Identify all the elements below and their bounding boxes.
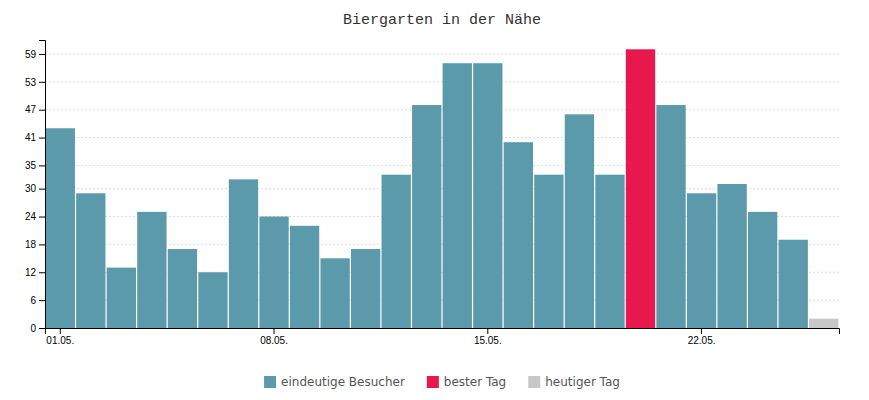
y-tick-mark bbox=[39, 328, 45, 329]
bar bbox=[168, 249, 197, 328]
bar bbox=[229, 179, 258, 328]
legend-swatch bbox=[427, 376, 439, 388]
bar bbox=[717, 184, 746, 328]
y-tick: 41 bbox=[25, 132, 45, 143]
legend-item: bester Tag bbox=[427, 375, 506, 389]
grid-line bbox=[45, 53, 839, 54]
y-tick: 24 bbox=[25, 211, 45, 222]
y-tick-mark bbox=[39, 165, 45, 166]
y-tick-mark bbox=[39, 217, 45, 218]
y-tick-mark bbox=[39, 110, 45, 111]
grid-line bbox=[45, 109, 839, 110]
bar bbox=[290, 226, 319, 328]
bar bbox=[412, 105, 441, 328]
legend-item: eindeutige Besucher bbox=[264, 375, 405, 389]
bar bbox=[534, 175, 563, 328]
y-tick: 12 bbox=[25, 267, 45, 278]
bar bbox=[626, 49, 655, 328]
y-axis: 0 6 12 18 24 30 35 41 47 53 59 bbox=[25, 41, 46, 334]
legend-item: heutiger Tag bbox=[528, 375, 620, 389]
legend-swatch bbox=[528, 376, 540, 388]
bar bbox=[259, 217, 288, 328]
y-tick: 59 bbox=[25, 49, 45, 60]
grid-line bbox=[45, 137, 839, 138]
y-tick: 30 bbox=[25, 183, 45, 194]
y-tick-label: 35 bbox=[25, 160, 37, 171]
y-tick-mark bbox=[39, 82, 45, 83]
grid bbox=[45, 54, 839, 328]
bar bbox=[76, 193, 105, 328]
y-tick-mark bbox=[39, 138, 45, 139]
x-tick-label: 01.05. bbox=[46, 335, 74, 346]
y-tick: 35 bbox=[25, 160, 45, 171]
bar bbox=[473, 63, 502, 328]
bar bbox=[748, 212, 777, 328]
y-tick-label: 6 bbox=[30, 295, 36, 306]
grid-line bbox=[45, 81, 839, 82]
bar bbox=[656, 105, 685, 328]
y-tick-label: 18 bbox=[25, 239, 37, 250]
x-axis-line bbox=[46, 329, 840, 335]
y-tick-label: 59 bbox=[25, 49, 37, 60]
x-tick-label: 08.05. bbox=[260, 335, 288, 346]
bar bbox=[779, 240, 808, 328]
y-tick-label: 12 bbox=[25, 267, 37, 278]
x-axis: 01.05. 08.05. 15.05. 22.05. bbox=[46, 328, 840, 346]
legend-swatch bbox=[264, 376, 276, 388]
y-tick: 6 bbox=[30, 295, 45, 306]
y-tick-mark bbox=[39, 300, 45, 301]
x-tick: 15.05. bbox=[474, 328, 502, 346]
bar bbox=[137, 212, 166, 328]
y-tick: 0 bbox=[30, 323, 45, 334]
bar bbox=[107, 268, 136, 328]
legend-label: eindeutige Besucher bbox=[281, 375, 405, 389]
y-tick-label: 41 bbox=[25, 132, 37, 143]
bar bbox=[443, 63, 472, 328]
legend: eindeutige Besucher bester Tag heutiger Ta… bbox=[264, 375, 620, 389]
y-tick-mark bbox=[39, 272, 45, 273]
x-tick: 22.05. bbox=[688, 328, 716, 346]
legend-label: heutiger Tag bbox=[545, 375, 620, 389]
legend-label: bester Tag bbox=[444, 375, 506, 389]
x-tick-mark bbox=[60, 328, 61, 334]
y-tick: 47 bbox=[25, 104, 45, 115]
x-tick-label: 15.05. bbox=[474, 335, 502, 346]
x-tick-mark bbox=[487, 328, 488, 334]
bar bbox=[198, 272, 227, 328]
plot-area: 01.05. 08.05. 15.05. 22.05. 0 6 12 18 24 30 35 41 47… bbox=[25, 41, 840, 347]
y-tick-label: 53 bbox=[25, 77, 37, 88]
y-axis-line bbox=[39, 41, 46, 329]
y-tick-label: 24 bbox=[25, 211, 37, 222]
bar bbox=[382, 175, 411, 328]
y-tick: 53 bbox=[25, 77, 45, 88]
chart: 01.05. 08.05. 15.05. 22.05. 0 6 12 18 24 30 35 41 47… bbox=[0, 0, 869, 400]
bars bbox=[46, 49, 839, 328]
x-tick-mark bbox=[274, 328, 275, 334]
y-tick-mark bbox=[39, 54, 45, 55]
x-tick: 08.05. bbox=[260, 328, 288, 346]
bar bbox=[320, 258, 349, 328]
bar bbox=[504, 142, 533, 328]
bar bbox=[809, 319, 838, 328]
y-tick-mark bbox=[39, 244, 45, 245]
bar bbox=[565, 114, 594, 328]
y-tick-label: 0 bbox=[30, 323, 36, 334]
x-tick-label: 22.05. bbox=[688, 335, 716, 346]
x-tick-mark bbox=[701, 328, 702, 334]
grid-line bbox=[45, 165, 839, 166]
bar bbox=[687, 193, 716, 328]
x-tick: 01.05. bbox=[46, 328, 74, 346]
y-tick-label: 30 bbox=[25, 183, 37, 194]
bar bbox=[46, 128, 75, 328]
y-tick-label: 47 bbox=[25, 104, 37, 115]
y-tick: 18 bbox=[25, 239, 45, 250]
title: Biergarten in der Nähe bbox=[343, 12, 541, 29]
bar bbox=[351, 249, 380, 328]
bar bbox=[595, 175, 624, 328]
y-tick-mark bbox=[39, 189, 45, 190]
